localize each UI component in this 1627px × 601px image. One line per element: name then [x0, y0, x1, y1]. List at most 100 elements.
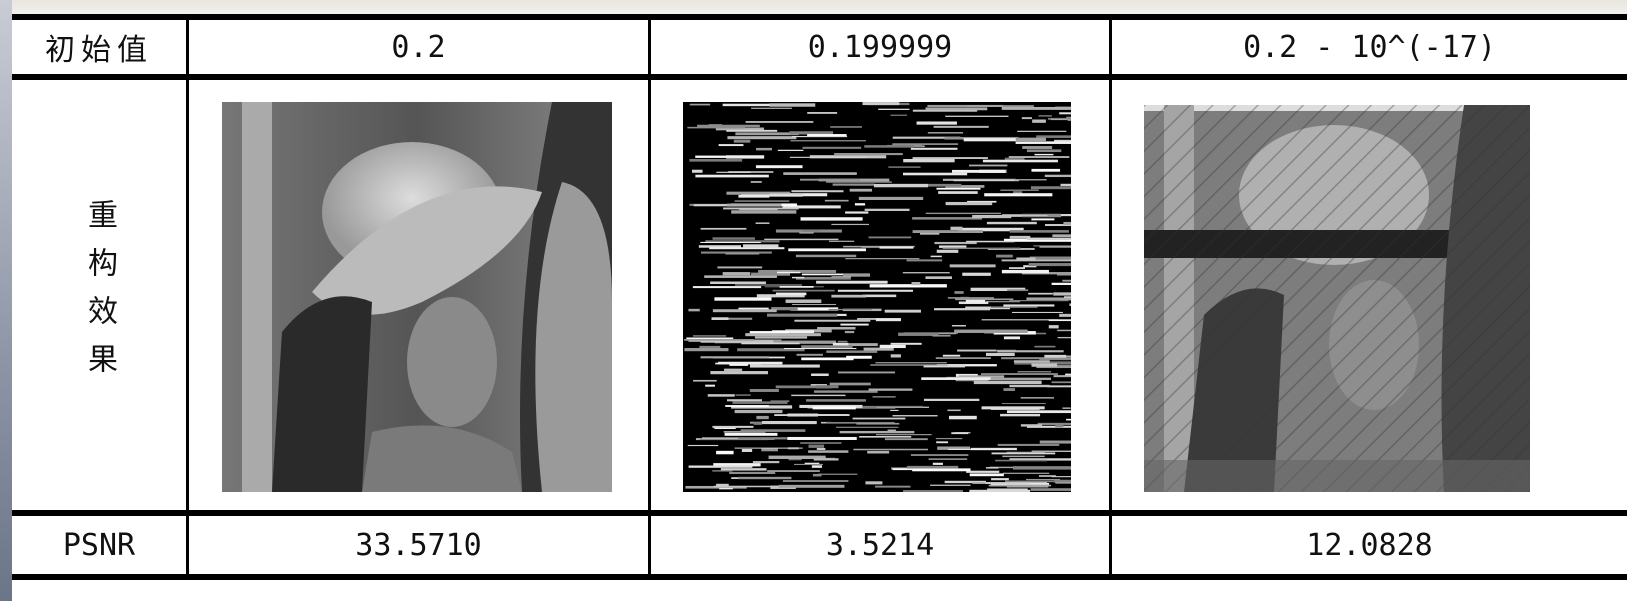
streak [890, 114, 907, 116]
streak [957, 227, 1024, 232]
streak [687, 126, 745, 129]
streak [957, 349, 996, 352]
streak [724, 368, 743, 371]
streak [1069, 303, 1071, 306]
streak [997, 350, 1064, 353]
streak [986, 300, 1021, 303]
streak [867, 450, 890, 454]
streak [831, 294, 866, 298]
streak [875, 434, 932, 436]
streak [1059, 112, 1071, 115]
streak [928, 458, 968, 460]
streak [745, 333, 821, 337]
streak [1063, 221, 1071, 225]
streak [982, 159, 1058, 163]
streak [795, 254, 857, 258]
streak [716, 483, 729, 487]
header-cell: 0.2 - 10^(-17) [1243, 29, 1496, 65]
streak [892, 143, 959, 145]
streak [693, 204, 749, 207]
streak [726, 155, 765, 159]
streak [1055, 425, 1064, 428]
streak [811, 373, 829, 377]
streak [906, 465, 959, 469]
streak [1009, 458, 1071, 461]
streak [697, 124, 760, 128]
streak [792, 303, 837, 306]
streak [858, 196, 924, 201]
streak [1039, 245, 1071, 248]
streak [912, 230, 983, 234]
streak [752, 461, 780, 464]
streak [1020, 424, 1043, 427]
streak [769, 103, 816, 107]
streak [726, 191, 791, 195]
streak [735, 284, 802, 286]
streak [1028, 292, 1053, 295]
streak [965, 299, 986, 304]
rule [12, 510, 1627, 516]
streak [750, 364, 820, 368]
streak [862, 294, 897, 298]
streak [775, 385, 839, 389]
streak [1062, 407, 1071, 409]
streak [734, 447, 803, 449]
streak [954, 291, 964, 294]
streak [1050, 118, 1071, 121]
streak [751, 272, 791, 276]
streak [932, 335, 951, 337]
streak [1057, 336, 1071, 339]
streak [767, 340, 837, 344]
streak [718, 144, 744, 147]
streak [801, 273, 866, 276]
streak [783, 172, 857, 175]
streak [767, 470, 820, 472]
streak [713, 463, 761, 467]
streak [830, 126, 862, 128]
streak [1060, 183, 1071, 187]
streak [916, 121, 957, 125]
streak [775, 292, 807, 296]
streak [1047, 385, 1071, 388]
streak [726, 203, 782, 207]
streak [995, 459, 1047, 462]
streak [839, 430, 915, 434]
streak [1064, 296, 1071, 298]
streak [787, 436, 857, 440]
streak [820, 407, 896, 409]
streak [811, 465, 822, 468]
streak [935, 357, 991, 359]
streak [1002, 455, 1045, 458]
streak [801, 357, 854, 361]
streak [715, 317, 753, 320]
streak [712, 470, 733, 472]
streak [837, 289, 914, 292]
streak [1017, 371, 1052, 373]
rule [12, 74, 1627, 80]
streak [699, 345, 721, 349]
streak [912, 109, 978, 112]
streak [788, 248, 866, 252]
streak [817, 327, 856, 330]
streak [986, 221, 1037, 225]
streak [966, 240, 1015, 243]
streak [684, 348, 729, 352]
streak [1032, 119, 1046, 123]
streak [1030, 488, 1071, 491]
streak [777, 149, 804, 151]
streak [1008, 267, 1026, 269]
streak [1009, 235, 1031, 239]
streak [1006, 410, 1071, 414]
streak [711, 317, 729, 320]
streak [831, 223, 870, 226]
streak [756, 147, 773, 151]
streak [698, 245, 742, 248]
streak [1051, 476, 1071, 478]
streak [790, 307, 839, 311]
streak [813, 458, 839, 461]
streak [818, 473, 858, 475]
streak [1008, 156, 1070, 158]
streak [717, 266, 763, 269]
streak [970, 287, 1026, 292]
rule [12, 14, 1627, 20]
